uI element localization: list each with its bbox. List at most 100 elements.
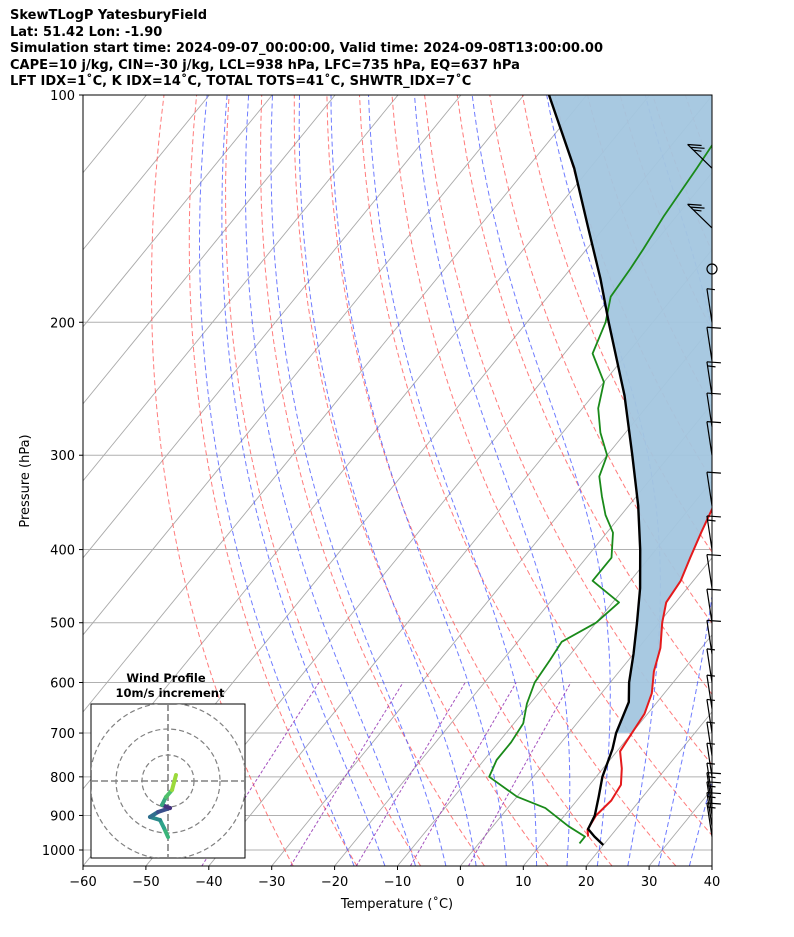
y-tick-label: 300 <box>50 449 75 464</box>
wind-barb <box>706 288 715 323</box>
barb-staff <box>706 589 713 623</box>
cape-shading <box>549 95 712 734</box>
isotherm <box>83 95 336 405</box>
barb-flag <box>687 143 702 147</box>
barb-staff <box>706 515 713 550</box>
barb-staff <box>706 361 713 396</box>
barb-flag <box>706 802 721 805</box>
wind-barb <box>706 326 721 361</box>
barb-staff <box>706 781 713 816</box>
barb-half-flag <box>706 762 715 765</box>
y-tick-label: 800 <box>50 771 75 786</box>
x-tick-label: 0 <box>456 875 464 890</box>
barb-staff <box>706 743 713 777</box>
inset-title: Wind Profile <box>126 671 206 685</box>
barb-flag <box>706 392 721 395</box>
wind-barb <box>706 588 721 623</box>
barb-staff <box>706 554 713 589</box>
wind-barb <box>706 515 721 550</box>
barb-staff <box>706 288 713 323</box>
barb-flag <box>706 515 721 518</box>
barb-staff <box>706 802 713 837</box>
barb-flag <box>706 421 721 424</box>
dry-adiabat <box>718 95 794 866</box>
barb-flag <box>706 326 721 329</box>
isotherm <box>775 95 794 866</box>
barb-staff <box>706 421 713 456</box>
wind-barb <box>706 648 715 683</box>
barb-half-flag <box>693 149 702 152</box>
dry-adiabat <box>326 95 613 866</box>
x-tick-label: 30 <box>641 875 658 890</box>
dry-adiabat <box>489 95 712 625</box>
location-line: Lat: 51.42 Lon: -1.90 <box>10 24 163 40</box>
wind-barbs <box>687 143 721 837</box>
barb-flag <box>706 781 721 784</box>
isotherm <box>397 480 712 866</box>
dry-adiabat <box>188 95 358 866</box>
barb-staff <box>706 699 713 734</box>
y-tick-label: 900 <box>50 809 75 824</box>
isotherm <box>83 95 273 328</box>
barb-flag <box>706 553 721 557</box>
wind-barb <box>706 762 715 797</box>
dry-adiabat <box>150 95 294 866</box>
barb-staff <box>687 144 713 169</box>
mixing-ratio-line <box>468 682 572 866</box>
mixing-ratio-line <box>290 682 404 866</box>
wind-barb <box>706 619 721 655</box>
x-tick-label: 40 <box>704 875 721 890</box>
barb-flag <box>690 206 705 209</box>
barb-flag <box>706 361 721 364</box>
wind-barb <box>687 203 713 229</box>
dry-adiabat <box>391 95 712 837</box>
dewpoint-line <box>488 143 712 844</box>
isotherm <box>83 95 588 713</box>
dry-adiabat <box>783 95 794 866</box>
moist-adiabat <box>330 95 507 866</box>
y-tick-label: 100 <box>50 89 75 104</box>
moist-adiabat <box>471 95 611 866</box>
barb-staff <box>706 772 713 807</box>
barb-staff <box>706 648 713 683</box>
chart-header: SkewTLogP YatesburyField Lat: 51.42 Lon:… <box>10 8 603 91</box>
barb-flag <box>706 772 721 775</box>
barb-half-flag <box>706 288 715 291</box>
isotherm <box>83 95 462 559</box>
barb-half-flag <box>706 648 715 651</box>
x-axis-label: Temperature (˚C) <box>340 896 453 912</box>
barb-half-flag <box>706 674 715 677</box>
moist-adiabat <box>298 95 477 866</box>
moist-adiabat <box>221 95 386 866</box>
y-tick-label: 400 <box>50 544 75 559</box>
dry-adiabat <box>225 95 422 866</box>
barb-half-flag <box>706 742 715 745</box>
wind-barb <box>687 143 713 169</box>
inset-subtitle: 10m/s increment <box>116 686 225 700</box>
inset-content <box>91 704 245 858</box>
chart-title: SkewTLogP YatesburyField <box>10 8 208 23</box>
axis-ticks: −60 −50 −40 −30 −20 −10 0 10 20 30 40 100 200 300 400 5… <box>42 89 720 890</box>
y-tick-label: 200 <box>50 316 75 331</box>
barb-staff <box>706 792 713 827</box>
x-tick-label: −60 <box>69 875 96 890</box>
barb-staff <box>706 327 713 361</box>
barb-flag <box>690 146 705 149</box>
barb-staff <box>706 763 713 797</box>
wind-barb <box>706 742 715 777</box>
isotherm <box>585 711 712 866</box>
isotherm <box>334 403 712 866</box>
wind-barb <box>706 698 715 734</box>
isotherm <box>271 326 712 866</box>
moist-adiabat <box>270 95 447 866</box>
y-tick-label: 700 <box>50 727 75 742</box>
moist-adiabat <box>245 95 416 866</box>
barb-half-flag <box>693 209 702 212</box>
x-tick-label: 10 <box>515 875 532 890</box>
parcel-line <box>547 95 642 846</box>
cape-area <box>549 95 712 734</box>
isotherm <box>711 865 712 866</box>
y-tick-label: 600 <box>50 677 75 692</box>
barb-half-flag <box>706 721 715 724</box>
time-line: Simulation start time: 2024-09-07_00:00:… <box>10 41 603 56</box>
